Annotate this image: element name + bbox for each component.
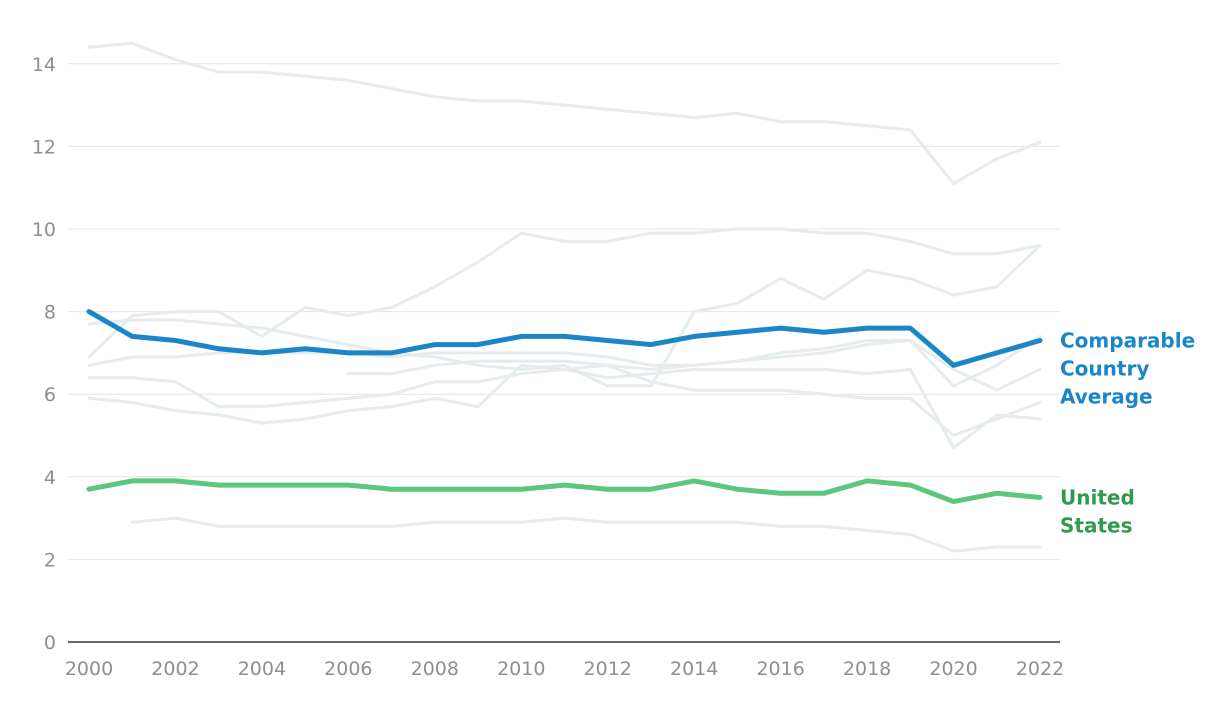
- background-series-line-1: [87, 41, 1042, 186]
- x-tick-label: 2014: [670, 658, 718, 680]
- x-tick-label: 2002: [151, 658, 199, 680]
- y-tick-label: 6: [44, 384, 56, 406]
- y-tick-label: 4: [44, 467, 56, 489]
- x-tick-label: 2020: [929, 658, 977, 680]
- y-tick-label: 12: [32, 136, 56, 158]
- background-series-line-6: [87, 363, 1042, 450]
- comparable-country-average-label-line: Average: [1060, 385, 1153, 409]
- comparable-country-average-line: [86, 309, 1043, 368]
- axes: 0 2 4 6 8 10 12 14 2000 2002 2004 2006 2008 2010 2012 2…: [32, 54, 1064, 680]
- gridlines: [68, 63, 1060, 560]
- background-series-line-8: [130, 516, 1042, 553]
- x-tick-label: 2016: [756, 658, 804, 680]
- y-tick-label: 2: [44, 549, 56, 571]
- comparable-country-average-label-line: Country: [1060, 357, 1149, 381]
- x-tick-label: 2012: [584, 658, 632, 680]
- x-tick-label: 2000: [65, 658, 113, 680]
- united-states-line: [86, 478, 1043, 505]
- y-tick-label: 10: [32, 219, 56, 241]
- x-tick-label: 2006: [324, 658, 372, 680]
- y-tick-label: 0: [44, 632, 56, 654]
- y-tick-label: 14: [32, 54, 56, 76]
- background-series-line-7: [346, 339, 1042, 392]
- x-tick-label: 2004: [238, 658, 286, 680]
- comparable-country-average-label-line: Comparable: [1060, 329, 1195, 353]
- united-states-label-line: United: [1060, 485, 1135, 509]
- united-states-label: United States: [1060, 485, 1135, 537]
- highlighted-series: [86, 309, 1043, 505]
- series-labels: Comparable Country Average United States: [1060, 329, 1195, 538]
- x-tick-label: 2022: [1016, 658, 1064, 680]
- united-states-label-line: States: [1060, 513, 1133, 537]
- background-series-line-5: [87, 363, 1042, 437]
- background-series-line-3: [87, 244, 1042, 388]
- comparable-country-average-label: Comparable Country Average: [1060, 329, 1195, 409]
- x-tick-label: 2018: [843, 658, 891, 680]
- background-series: [87, 41, 1042, 553]
- x-tick-label: 2010: [497, 658, 545, 680]
- x-tick-label: 2008: [411, 658, 459, 680]
- y-tick-label: 8: [44, 302, 56, 324]
